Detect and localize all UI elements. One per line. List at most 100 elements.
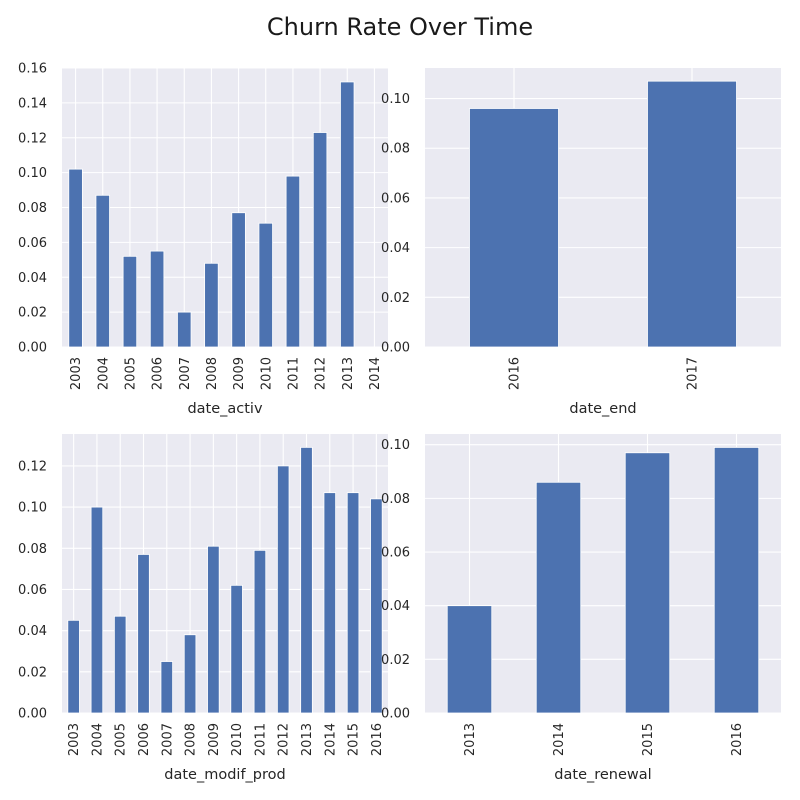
y-tick-label: 0.02 xyxy=(18,306,47,321)
x-tick-label: 2016 xyxy=(508,357,523,390)
plot-area xyxy=(62,434,388,713)
bar-2016 xyxy=(370,498,383,714)
x-tick-label: 2014 xyxy=(552,723,567,756)
y-tick-label: 0.10 xyxy=(381,92,410,107)
bar-2005 xyxy=(122,255,138,348)
y-tick-label: 0.14 xyxy=(18,96,47,111)
y-tick-label: 0.02 xyxy=(381,291,410,306)
x-tick-label: 2016 xyxy=(370,723,385,756)
y-tick-label: 0.02 xyxy=(18,665,47,680)
bar-2012 xyxy=(276,465,290,714)
y-tick-label: 0.04 xyxy=(381,241,410,256)
y-tick-label: 0.06 xyxy=(18,236,47,251)
x-tick-label: 2010 xyxy=(259,357,274,390)
x-tick-label: 2006 xyxy=(151,357,166,390)
bar-2008 xyxy=(204,262,219,348)
x-tick-label: 2008 xyxy=(184,723,199,756)
x-tick-label: 2005 xyxy=(114,723,129,756)
bar-2011 xyxy=(253,549,267,714)
bar-2011 xyxy=(285,175,301,348)
bar-2004 xyxy=(95,194,110,348)
x-axis-label: date_modif_prod xyxy=(164,767,285,783)
x-axis-label: date_activ xyxy=(187,401,263,417)
x-tick-label: 2008 xyxy=(205,357,220,390)
bar-2010 xyxy=(258,222,273,348)
bar-2014 xyxy=(535,481,582,714)
x-tick-label: 2011 xyxy=(253,723,268,756)
bar-2013 xyxy=(446,605,493,714)
y-tick-label: 0.12 xyxy=(18,131,47,146)
x-tick-label: 2017 xyxy=(686,357,701,390)
x-tick-label: 2013 xyxy=(463,723,478,756)
x-tick-label: 2013 xyxy=(300,723,315,756)
bar-2017 xyxy=(647,80,737,348)
y-tick-label: 0.10 xyxy=(18,501,47,516)
y-tick-label: 0.02 xyxy=(381,653,410,668)
subplot-date-end: 0.00 0.02 0.04 0.06 0.08 0.10 2016 2017 date_end xyxy=(381,68,781,417)
x-tick-label: 2003 xyxy=(67,723,82,756)
subplot-date-renewal: 0.00 0.02 0.04 0.06 0.08 0.10 2013 2014 2015 2016… xyxy=(381,434,781,783)
bar-2008 xyxy=(183,634,197,714)
x-tick-label: 2014 xyxy=(368,357,383,390)
bar-2003 xyxy=(68,168,83,348)
y-tick-label: 0.00 xyxy=(381,707,410,722)
x-tick-label: 2014 xyxy=(323,723,338,756)
y-tick-label: 0.04 xyxy=(18,624,47,639)
x-tick-label: 2011 xyxy=(286,357,301,390)
y-tick-label: 0.10 xyxy=(18,166,47,181)
x-tick-label: 2016 xyxy=(730,723,745,756)
bar-2016 xyxy=(713,447,760,714)
x-tick-label: 2010 xyxy=(230,723,245,756)
bar-2014 xyxy=(323,492,337,714)
bar-2007 xyxy=(177,311,192,348)
bar-2012 xyxy=(312,132,328,348)
bar-2004 xyxy=(90,506,104,714)
x-tick-label: 2009 xyxy=(207,723,222,756)
bar-2013 xyxy=(340,81,355,348)
y-tick-label: 0.06 xyxy=(381,191,410,206)
y-tick-label: 0.04 xyxy=(18,271,47,286)
bar-2016 xyxy=(469,108,559,348)
y-tick-label: 0.04 xyxy=(381,599,410,614)
bar-2009 xyxy=(207,545,220,714)
bar-2007 xyxy=(160,661,174,714)
y-tick-label: 0.08 xyxy=(18,201,47,216)
bar-2015 xyxy=(624,452,671,714)
bar-2003 xyxy=(67,619,80,714)
y-tick-label: 0.12 xyxy=(18,459,47,474)
y-tick-label: 0.06 xyxy=(381,546,410,561)
x-tick-label: 2015 xyxy=(347,723,362,756)
y-tick-label: 0.08 xyxy=(381,142,410,157)
y-tick-label: 0.08 xyxy=(381,492,410,507)
x-tick-label: 2004 xyxy=(90,723,105,756)
x-tick-label: 2003 xyxy=(69,357,84,390)
bar-2006 xyxy=(137,554,150,714)
x-tick-label: 2007 xyxy=(160,723,175,756)
y-tick-label: 0.00 xyxy=(381,341,410,356)
x-tick-label: 2013 xyxy=(341,357,356,390)
bar-2010 xyxy=(230,584,243,714)
bar-2005 xyxy=(113,615,127,714)
x-tick-label: 2015 xyxy=(641,723,656,756)
y-tick-label: 0.00 xyxy=(18,341,47,356)
x-tick-label: 2004 xyxy=(96,357,111,390)
x-tick-label: 2009 xyxy=(232,357,247,390)
x-tick-label: 2012 xyxy=(277,723,292,756)
x-tick-label: 2005 xyxy=(123,357,138,390)
x-tick-label: 2006 xyxy=(137,723,152,756)
y-tick-label: 0.08 xyxy=(18,542,47,557)
x-axis-label: date_end xyxy=(569,401,636,417)
bar-2013 xyxy=(300,446,313,714)
subplot-date-modif-prod: 0.00 0.02 0.04 0.06 0.08 0.10 0.12 2003 2004 2005… xyxy=(18,434,388,783)
x-tick-label: 2007 xyxy=(178,357,193,390)
y-tick-label: 0.10 xyxy=(381,438,410,453)
y-tick-label: 0.06 xyxy=(18,583,47,598)
x-axis-label: date_renewal xyxy=(554,767,651,783)
y-tick-label: 0.16 xyxy=(18,62,47,77)
bar-2009 xyxy=(231,212,246,348)
bar-2006 xyxy=(149,250,165,348)
bar-2015 xyxy=(346,492,360,714)
subplot-date-activ: 0.00 0.02 0.04 0.06 0.08 0.10 0.12 0.14 0.16 2003… xyxy=(18,62,388,417)
